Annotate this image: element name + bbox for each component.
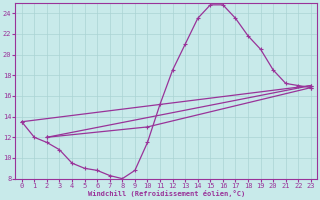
X-axis label: Windchill (Refroidissement éolien,°C): Windchill (Refroidissement éolien,°C) bbox=[88, 190, 245, 197]
